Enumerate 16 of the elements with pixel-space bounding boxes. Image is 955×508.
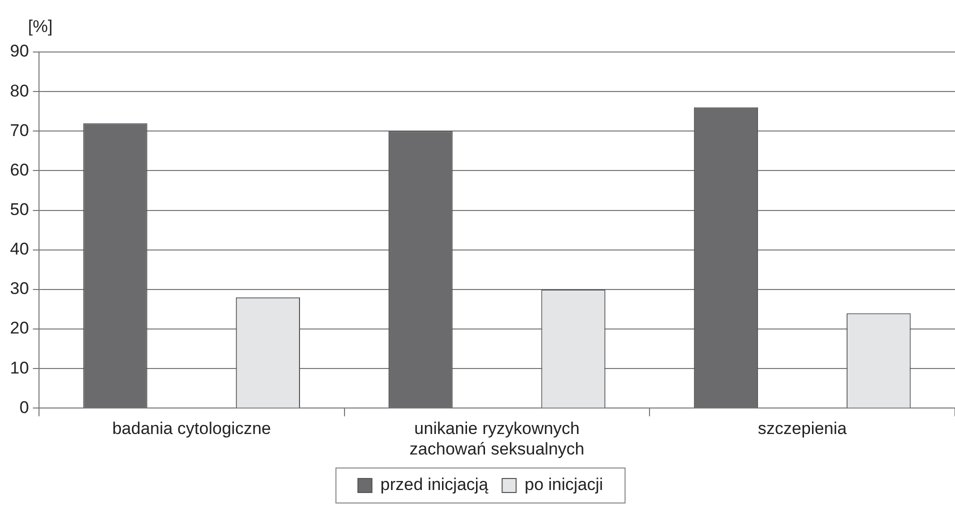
y-tick-label: 90 [10,42,29,61]
y-tick-label: 60 [10,160,29,180]
x-tick-label: badania cytologiczne [112,419,271,438]
y-tick-label: 20 [10,318,29,338]
y-tick-label: 10 [10,358,29,378]
y-tick-label: 0 [19,398,29,417]
x-tick-label: szczepienia [758,419,848,438]
y-axis-title: [%] [28,17,53,36]
y-tick-label: 30 [10,279,29,298]
y-tick-label: 80 [10,81,29,100]
x-tick-label: unikanie ryzykownych zachowań seksualnych [410,419,584,458]
y-tick-label: 70 [10,120,29,140]
y-tick-label: 40 [10,240,29,259]
legend-label: po inicjacji [524,475,604,494]
legend-label: przed inicjacją [380,475,489,494]
y-tick-label: 50 [10,200,29,219]
